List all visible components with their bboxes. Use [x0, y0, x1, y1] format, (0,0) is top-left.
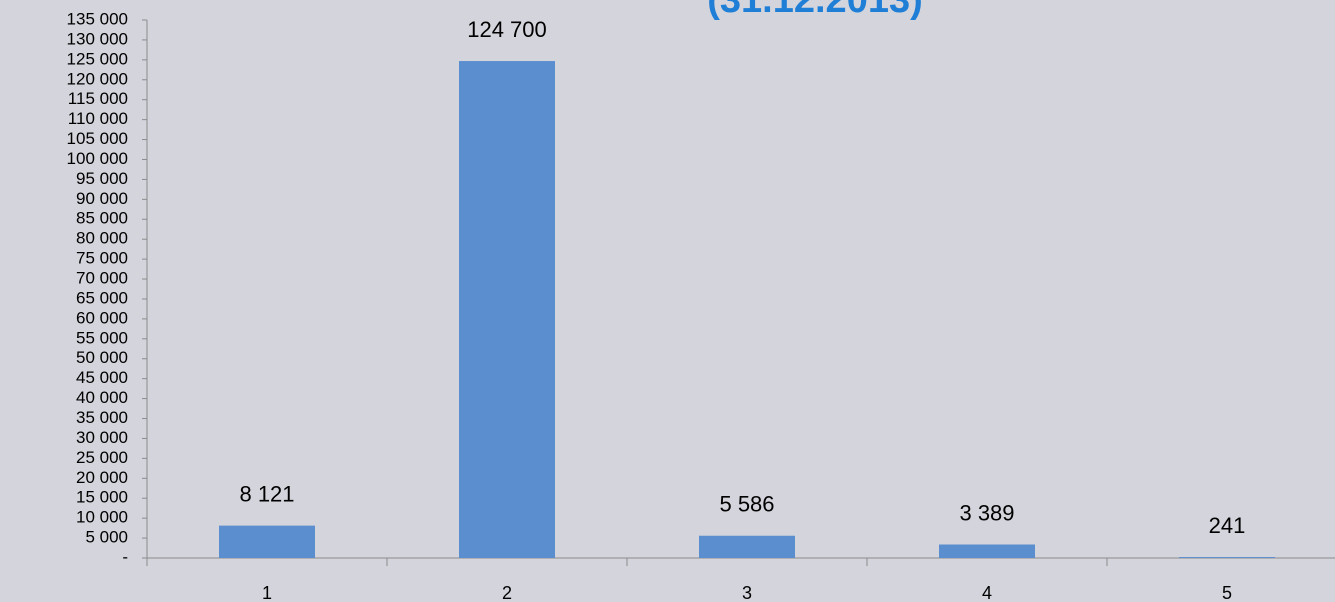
y-tick-label: 20 000 — [76, 468, 128, 487]
bar — [699, 535, 795, 558]
y-tick-label: 15 000 — [76, 488, 128, 507]
bar — [1179, 557, 1275, 558]
y-tick-label: 130 000 — [67, 29, 128, 48]
y-tick-label: 40 000 — [76, 388, 128, 407]
y-tick-label: 45 000 — [76, 368, 128, 387]
y-tick-label: 90 000 — [76, 189, 128, 208]
y-tick-label: 110 000 — [68, 109, 128, 128]
y-tick-label: 135 000 — [67, 9, 128, 28]
x-tick-label: 3 — [742, 583, 752, 602]
bar — [939, 544, 1035, 558]
y-tick-label: - — [122, 547, 128, 566]
x-tick-label: 1 — [262, 583, 272, 602]
y-tick-label: 125 000 — [67, 49, 128, 68]
y-tick-label: 65 000 — [76, 288, 128, 307]
y-tick-label: 105 000 — [67, 129, 128, 148]
y-tick-label: 120 000 — [67, 69, 128, 88]
y-tick-label: 70 000 — [76, 269, 128, 288]
value-label: 8 121 — [239, 481, 294, 506]
value-label: 3 389 — [959, 500, 1014, 525]
y-tick-label: 5 000 — [85, 528, 128, 547]
y-tick-label: 35 000 — [76, 408, 128, 427]
x-tick-label: 4 — [982, 583, 992, 602]
y-tick-label: 55 000 — [76, 328, 128, 347]
x-tick-label: 2 — [502, 583, 512, 602]
value-label: 5 586 — [719, 492, 774, 517]
chart-title: (31.12.2013) — [707, 0, 923, 21]
value-label: 241 — [1209, 513, 1246, 538]
y-tick-label: 95 000 — [76, 169, 128, 188]
y-tick-label: 10 000 — [76, 508, 128, 527]
bar — [459, 61, 555, 558]
y-tick-label: 100 000 — [67, 149, 128, 168]
y-tick-label: 25 000 — [76, 448, 128, 467]
y-tick-label: 30 000 — [76, 428, 128, 447]
y-tick-label: 75 000 — [76, 249, 128, 268]
y-tick-label: 115 000 — [68, 89, 128, 108]
y-tick-label: 60 000 — [76, 308, 128, 327]
y-tick-label: 80 000 — [76, 229, 128, 248]
y-tick-label: 50 000 — [76, 348, 128, 367]
bar — [219, 525, 315, 558]
y-tick-label: 85 000 — [76, 209, 128, 228]
x-tick-label: 5 — [1222, 583, 1232, 602]
value-label: 124 700 — [467, 17, 547, 42]
